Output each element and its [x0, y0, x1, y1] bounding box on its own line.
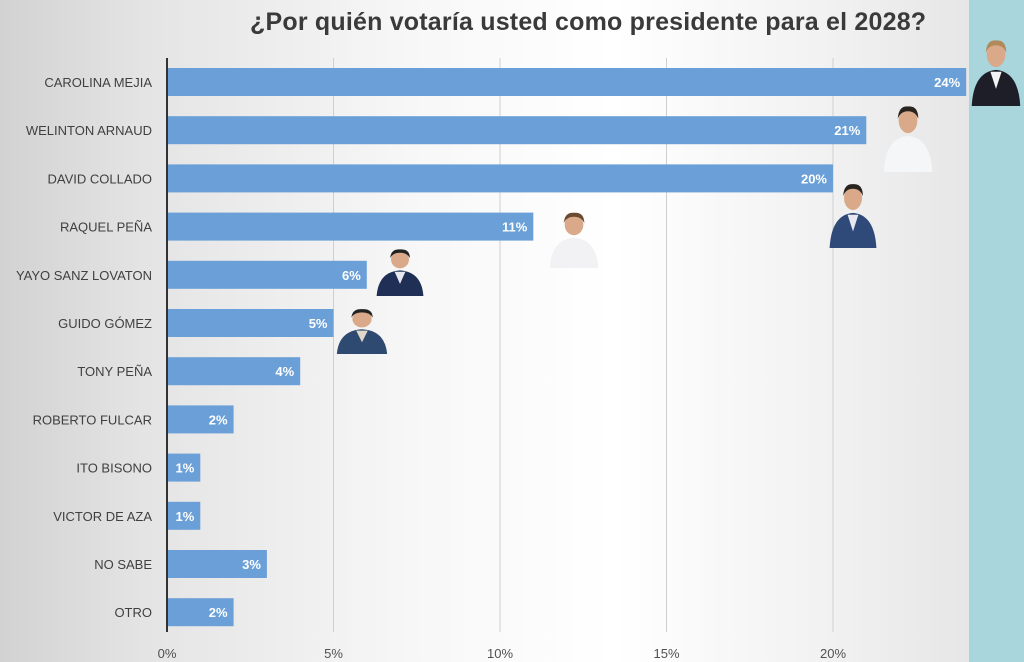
- portrait-shirt: [356, 330, 368, 343]
- category-label: ITO BISONO: [76, 461, 152, 476]
- x-tick-label: 20%: [820, 646, 846, 661]
- gridlines: [333, 58, 834, 632]
- portrait-face: [391, 250, 409, 269]
- bar: [167, 550, 267, 578]
- bar: [167, 68, 967, 96]
- value-label: 20%: [801, 171, 827, 186]
- category-label: DAVID COLLADO: [47, 171, 152, 186]
- portrait-hair: [351, 309, 373, 318]
- value-label: 1%: [176, 509, 195, 524]
- portrait-shirt: [568, 239, 580, 254]
- category-label: NO SABE: [94, 557, 152, 572]
- value-label: 4%: [275, 364, 294, 379]
- x-tick-label: 15%: [653, 646, 679, 661]
- candidate-portrait: [376, 249, 424, 296]
- bar: [167, 116, 867, 145]
- portrait-hair: [390, 249, 410, 259]
- bar: [167, 309, 334, 337]
- category-label: GUIDO GÓMEZ: [58, 316, 152, 331]
- value-label: 6%: [342, 268, 361, 283]
- category-label: CAROLINA MEJIA: [44, 75, 152, 90]
- portrait-hair: [897, 106, 919, 119]
- candidate-portrait: [336, 309, 388, 354]
- bar: [167, 598, 234, 627]
- value-label: 3%: [242, 557, 261, 572]
- category-label: YAYO SANZ LOVATON: [16, 268, 152, 283]
- x-tick-label: 5%: [324, 646, 343, 661]
- x-tick-label: 0%: [158, 646, 177, 661]
- portrait-shirt: [847, 214, 859, 232]
- portrait-hair: [843, 184, 863, 197]
- category-label: ROBERTO FULCAR: [33, 412, 152, 427]
- side-strip: [969, 0, 1024, 662]
- chart-title: ¿Por quién votaría usted como presidente…: [250, 8, 927, 36]
- bar: [167, 164, 833, 193]
- bars: [167, 68, 967, 627]
- candidate-portrait: [971, 40, 1021, 106]
- bar: [167, 453, 201, 482]
- category-label: OTRO: [114, 605, 152, 620]
- category-label: VICTOR DE AZA: [53, 509, 152, 524]
- portrait-face: [352, 310, 372, 328]
- value-label: 21%: [834, 123, 860, 138]
- category-label: WELINTON ARNAUD: [26, 123, 152, 138]
- category-labels: CAROLINA MEJIA WELINTON ARNAUD DAVID COLLA…: [16, 75, 152, 620]
- bar: [167, 501, 201, 530]
- portrait-shirt: [394, 271, 406, 284]
- value-label: 11%: [502, 220, 528, 235]
- portrait-face: [898, 108, 918, 134]
- bar: [167, 260, 367, 289]
- bar: [167, 405, 234, 434]
- value-label: 2%: [209, 412, 228, 427]
- value-label: 24%: [934, 75, 960, 90]
- x-tick-label: 10%: [487, 646, 513, 661]
- portrait-hair: [985, 40, 1007, 53]
- value-label: 2%: [209, 605, 228, 620]
- portrait-face: [844, 186, 862, 211]
- bar: [167, 357, 301, 386]
- value-labels: 24% 21% 20% 11% 6% 5% 4% 2% 1% 1% 3% 2%: [176, 75, 961, 620]
- candidate-portrait: [549, 212, 599, 268]
- bar: [167, 212, 534, 241]
- category-label: TONY PEÑA: [77, 364, 152, 379]
- candidate-portrait: [829, 184, 877, 248]
- candidate-portrait: [883, 106, 933, 172]
- portrait-hair: [563, 212, 585, 224]
- portrait-face: [564, 214, 584, 236]
- portrait-face: [986, 42, 1006, 68]
- value-label: 5%: [309, 316, 328, 331]
- portrait-shirt: [990, 71, 1002, 89]
- value-label: 1%: [176, 461, 195, 476]
- portrait-shirt: [902, 137, 914, 155]
- x-tick-labels: 0% 5% 10% 15% 20%: [158, 646, 847, 661]
- category-label: RAQUEL PEÑA: [60, 220, 152, 235]
